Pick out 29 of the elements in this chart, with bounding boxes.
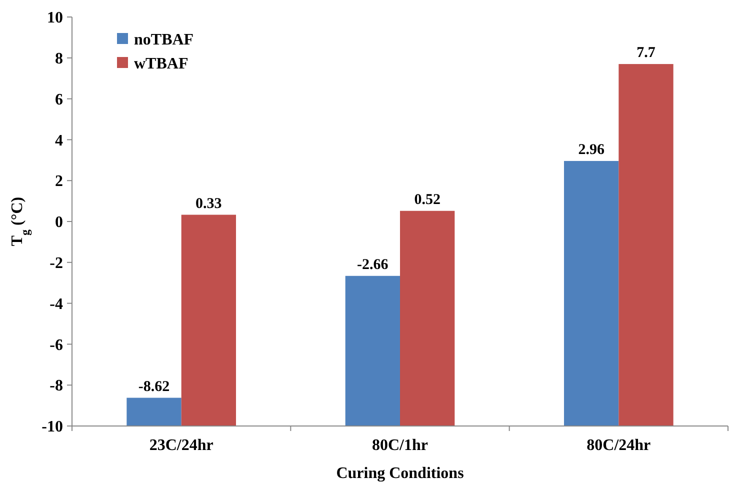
data-label: 0.52 <box>414 192 440 208</box>
data-label: 7.7 <box>636 45 656 62</box>
y-tick-label: -6 <box>50 336 63 354</box>
y-tick-label: 4 <box>55 132 63 150</box>
data-label: -8.62 <box>138 378 170 395</box>
data-label: 0.33 <box>196 196 222 212</box>
y-tick-label: -4 <box>50 296 63 313</box>
y-tick-label: 2 <box>55 173 63 190</box>
y-tick-label: -10 <box>42 418 63 436</box>
bar <box>564 160 619 426</box>
data-label: 2.96 <box>578 142 605 158</box>
bar <box>181 214 236 426</box>
y-tick-label: -8 <box>50 378 63 395</box>
bar <box>618 64 674 426</box>
x-axis-title: Curing Conditions <box>336 465 464 482</box>
y-tick-label: 6 <box>55 91 63 108</box>
data-label: -2.66 <box>357 256 389 273</box>
x-tick-label: 80C/24hr <box>586 437 651 454</box>
y-tick-label: -2 <box>50 255 63 272</box>
y-tick-label: 8 <box>55 50 63 68</box>
bar <box>345 276 400 426</box>
legend-label: noTBAF <box>134 32 194 49</box>
legend-label: wTBAF <box>134 56 188 73</box>
y-tick-label: 0 <box>55 214 63 232</box>
x-tick-label: 23C/24hr <box>149 437 214 454</box>
bar <box>400 210 455 426</box>
bar <box>126 398 182 426</box>
x-tick-label: 80C/1hr <box>372 437 428 454</box>
y-tick-label: 10 <box>47 10 63 27</box>
